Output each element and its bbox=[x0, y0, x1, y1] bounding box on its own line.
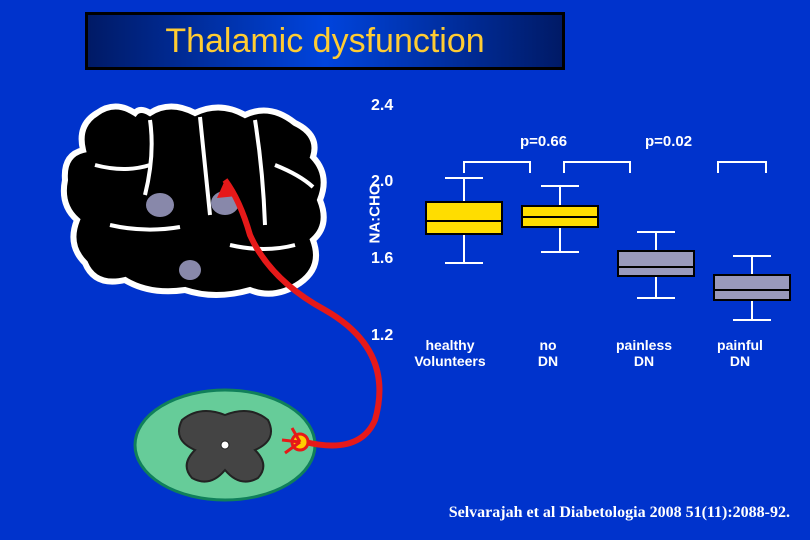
bracket-right bbox=[717, 161, 767, 171]
p-value-annotation: p=0.02 bbox=[645, 133, 692, 150]
citation: Selvarajah et al Diabetologia 2008 51(11… bbox=[449, 504, 790, 522]
brain-illustration bbox=[55, 95, 335, 305]
y-tick: 2.4 bbox=[371, 97, 393, 115]
bracket-left-down bbox=[463, 161, 531, 171]
plot-area: p=0.66 p=0.02 bbox=[415, 105, 805, 335]
y-tick: 2.0 bbox=[371, 173, 393, 191]
bracket-right-down bbox=[563, 161, 631, 171]
spinal-cord-illustration bbox=[110, 370, 340, 510]
y-tick: 1.2 bbox=[371, 327, 393, 345]
x-label: healthyVolunteers bbox=[405, 337, 495, 369]
x-label: painlessDN bbox=[599, 337, 689, 369]
title-box: Thalamic dysfunction bbox=[85, 12, 565, 70]
boxplot-chart: NA:CHO 2.4 2.0 1.6 1.2 p=0.66 p=0.02 bbox=[375, 105, 805, 365]
x-label: noDN bbox=[503, 337, 593, 369]
x-label: painfulDN bbox=[695, 337, 785, 369]
p-value-annotation: p=0.66 bbox=[520, 133, 567, 150]
y-tick: 1.6 bbox=[371, 250, 393, 268]
y-axis-label: NA:CHO bbox=[367, 184, 384, 244]
slide-title: Thalamic dysfunction bbox=[165, 22, 484, 61]
